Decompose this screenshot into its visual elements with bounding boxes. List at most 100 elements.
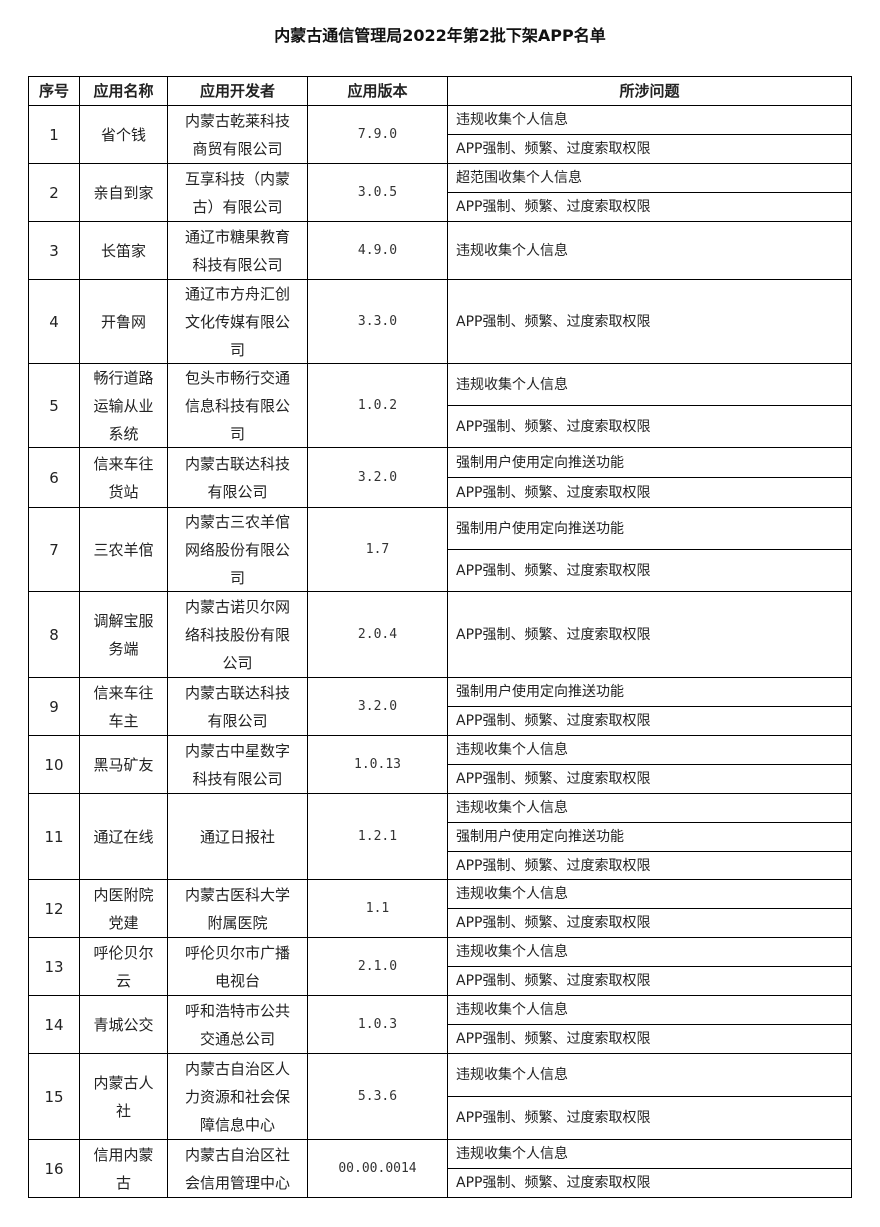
app-list-table: 序号 应用名称 应用开发者 应用版本 所涉问题 1 省个钱 内蒙古乾莱科技商贸有限公… xyxy=(28,76,852,1198)
app-developer: 内蒙古联达科技有限公司 xyxy=(167,678,307,735)
app-version: 1.0.3 xyxy=(307,996,447,1053)
issue-item: APP强制、频繁、过度索取权限 xyxy=(448,477,851,507)
table-header-row: 序号 应用名称 应用开发者 应用版本 所涉问题 xyxy=(29,77,851,105)
header-developer: 应用开发者 xyxy=(167,77,307,105)
table-row: 16 信用内蒙古 内蒙古自治区社会信用管理中心 00.00.0014 违规收集个人信息 A… xyxy=(29,1139,851,1197)
issue-item: 强制用户使用定向推送功能 xyxy=(448,821,851,851)
app-version: 1.2.1 xyxy=(307,794,447,879)
row-number: 6 xyxy=(49,468,59,487)
app-name: 内蒙古人社 xyxy=(79,1054,167,1139)
app-name: 省个钱 xyxy=(79,106,167,163)
app-developer: 内蒙古三农羊倌网络股份有限公司 xyxy=(167,508,307,591)
issue-item: APP强制、频繁、过度索取权限 xyxy=(448,850,851,880)
issue-item: APP强制、频繁、过度索取权限 xyxy=(448,908,851,937)
row-number: 2 xyxy=(49,183,59,202)
issues-cell: 违规收集个人信息 APP强制、频繁、过度索取权限 xyxy=(447,880,851,937)
header-issues: 所涉问题 xyxy=(447,77,851,105)
table-row: 6 信来车往货站 内蒙古联达科技有限公司 3.2.0 强制用户使用定向推送功能 APP强制… xyxy=(29,447,851,507)
row-number: 1 xyxy=(49,125,59,144)
app-developer: 呼伦贝尔市广播电视台 xyxy=(167,938,307,995)
issue-item: APP强制、频繁、过度索取权限 xyxy=(448,192,851,221)
row-number: 11 xyxy=(44,827,64,846)
app-developer: 内蒙古诺贝尔网络科技股份有限公司 xyxy=(167,592,307,677)
app-version: 5.3.6 xyxy=(307,1054,447,1139)
app-developer: 包头市畅行交通信息科技有限公司 xyxy=(167,364,307,447)
issues-cell: 违规收集个人信息 APP强制、频繁、过度索取权限 xyxy=(447,1054,851,1139)
app-developer: 呼和浩特市公共交通总公司 xyxy=(167,996,307,1053)
table-row: 13 呼伦贝尔云 呼伦贝尔市广播电视台 2.1.0 违规收集个人信息 APP强制、频繁、过… xyxy=(29,937,851,995)
app-version: 3.2.0 xyxy=(307,678,447,735)
app-name: 信来车往货站 xyxy=(79,448,167,507)
table-body: 1 省个钱 内蒙古乾莱科技商贸有限公司 7.9.0 违规收集个人信息 APP强制、频繁、过… xyxy=(29,105,851,1197)
app-name: 畅行道路运输从业系统 xyxy=(79,364,167,447)
app-name: 开鲁网 xyxy=(79,280,167,363)
app-developer: 内蒙古医科大学附属医院 xyxy=(167,880,307,937)
table-row: 7 三农羊倌 内蒙古三农羊倌网络股份有限公司 1.7 强制用户使用定向推送功能 APP强制… xyxy=(29,507,851,591)
app-version: 3.0.5 xyxy=(307,164,447,221)
app-version: 1.1 xyxy=(307,880,447,937)
issues-cell: 违规收集个人信息强制用户使用定向推送功能 APP强制、频繁、过度索取权限 xyxy=(447,794,851,879)
issues-cell: APP强制、频繁、过度索取权限 xyxy=(447,280,851,363)
issue-item: APP强制、频繁、过度索取权限 xyxy=(448,549,851,591)
issue-item: 违规收集个人信息 xyxy=(456,112,568,128)
app-developer: 通辽日报社 xyxy=(167,794,307,879)
row-number: 8 xyxy=(49,625,59,644)
app-version: 1.0.13 xyxy=(307,736,447,793)
app-developer: 内蒙古中星数字科技有限公司 xyxy=(167,736,307,793)
table-row: 2 亲自到家 互享科技（内蒙古）有限公司 3.0.5 超范围收集个人信息 APP强制、频繁… xyxy=(29,163,851,221)
app-version: 3.2.0 xyxy=(307,448,447,507)
issues-cell: 强制用户使用定向推送功能 APP强制、频繁、过度索取权限 xyxy=(447,678,851,735)
app-name: 通辽在线 xyxy=(79,794,167,879)
app-name: 信来车往车主 xyxy=(79,678,167,735)
app-name: 呼伦贝尔云 xyxy=(79,938,167,995)
issues-cell: APP强制、频繁、过度索取权限 xyxy=(447,592,851,677)
issue-item: 强制用户使用定向推送功能 xyxy=(456,684,624,700)
row-number: 15 xyxy=(44,1087,64,1106)
issues-cell: 强制用户使用定向推送功能 APP强制、频繁、过度索取权限 xyxy=(447,508,851,591)
issue-item: APP强制、频繁、过度索取权限 xyxy=(448,1096,851,1139)
app-developer: 内蒙古自治区人力资源和社会保障信息中心 xyxy=(167,1054,307,1139)
issues-cell: 超范围收集个人信息 APP强制、频繁、过度索取权限 xyxy=(447,164,851,221)
table-row: 4 开鲁网 通辽市方舟汇创文化传媒有限公司 3.3.0 APP强制、频繁、过度索取权限 xyxy=(29,279,851,363)
issues-cell: 违规收集个人信息 APP强制、频繁、过度索取权限 xyxy=(447,996,851,1053)
app-name: 亲自到家 xyxy=(79,164,167,221)
row-number: 16 xyxy=(44,1159,64,1178)
issue-item: 强制用户使用定向推送功能 xyxy=(456,520,624,537)
app-name: 内医附院党建 xyxy=(79,880,167,937)
issue-item: APP强制、频繁、过度索取权限 xyxy=(448,134,851,163)
row-number: 12 xyxy=(44,899,64,918)
app-version: 1.7 xyxy=(307,508,447,591)
issue-item: APP强制、频繁、过度索取权限 xyxy=(448,1024,851,1053)
issue-item: APP强制、频繁、过度索取权限 xyxy=(448,1168,851,1197)
table-row: 9 信来车往车主 内蒙古联达科技有限公司 3.2.0 强制用户使用定向推送功能 APP强制… xyxy=(29,677,851,735)
table-row: 3 长笛家 通辽市糖果教育科技有限公司 4.9.0 违规收集个人信息 xyxy=(29,221,851,279)
table-row: 1 省个钱 内蒙古乾莱科技商贸有限公司 7.9.0 违规收集个人信息 APP强制、频繁、过… xyxy=(29,105,851,163)
issue-item: 违规收集个人信息 xyxy=(456,944,568,960)
app-version: 1.0.2 xyxy=(307,364,447,447)
header-no: 序号 xyxy=(38,82,69,100)
app-version: 7.9.0 xyxy=(307,106,447,163)
row-number: 3 xyxy=(49,241,59,260)
issues-cell: 违规收集个人信息 xyxy=(447,222,851,279)
app-version: 4.9.0 xyxy=(307,222,447,279)
row-number: 4 xyxy=(49,312,59,331)
header-version: 应用版本 xyxy=(307,77,447,105)
issue-item: 强制用户使用定向推送功能 xyxy=(456,454,624,471)
issues-cell: 违规收集个人信息 APP强制、频繁、过度索取权限 xyxy=(447,736,851,793)
issue-item: 违规收集个人信息 xyxy=(456,1002,568,1018)
row-number: 5 xyxy=(49,396,59,415)
issue-item: 违规收集个人信息 xyxy=(456,1067,568,1083)
app-name: 三农羊倌 xyxy=(79,508,167,591)
issue-item: 违规收集个人信息 xyxy=(456,799,568,816)
issue-item: 违规收集个人信息 xyxy=(456,886,568,902)
table-row: 8 调解宝服务端 内蒙古诺贝尔网络科技股份有限公司 2.0.4 APP强制、频繁、过度索… xyxy=(29,591,851,677)
issues-cell: 违规收集个人信息 APP强制、频繁、过度索取权限 xyxy=(447,106,851,163)
app-version: 2.0.4 xyxy=(307,592,447,677)
app-developer: 内蒙古联达科技有限公司 xyxy=(167,448,307,507)
app-developer: 通辽市糖果教育科技有限公司 xyxy=(167,222,307,279)
app-name: 信用内蒙古 xyxy=(79,1140,167,1197)
issue-item: APP强制、频繁、过度索取权限 xyxy=(448,966,851,995)
table-row: 15 内蒙古人社 内蒙古自治区人力资源和社会保障信息中心 5.3.6 违规收集个人信息 A… xyxy=(29,1053,851,1139)
row-number: 7 xyxy=(49,540,59,559)
table-row: 11 通辽在线 通辽日报社 1.2.1 违规收集个人信息 强制用户使用定向推送功能 APP强… xyxy=(29,793,851,879)
